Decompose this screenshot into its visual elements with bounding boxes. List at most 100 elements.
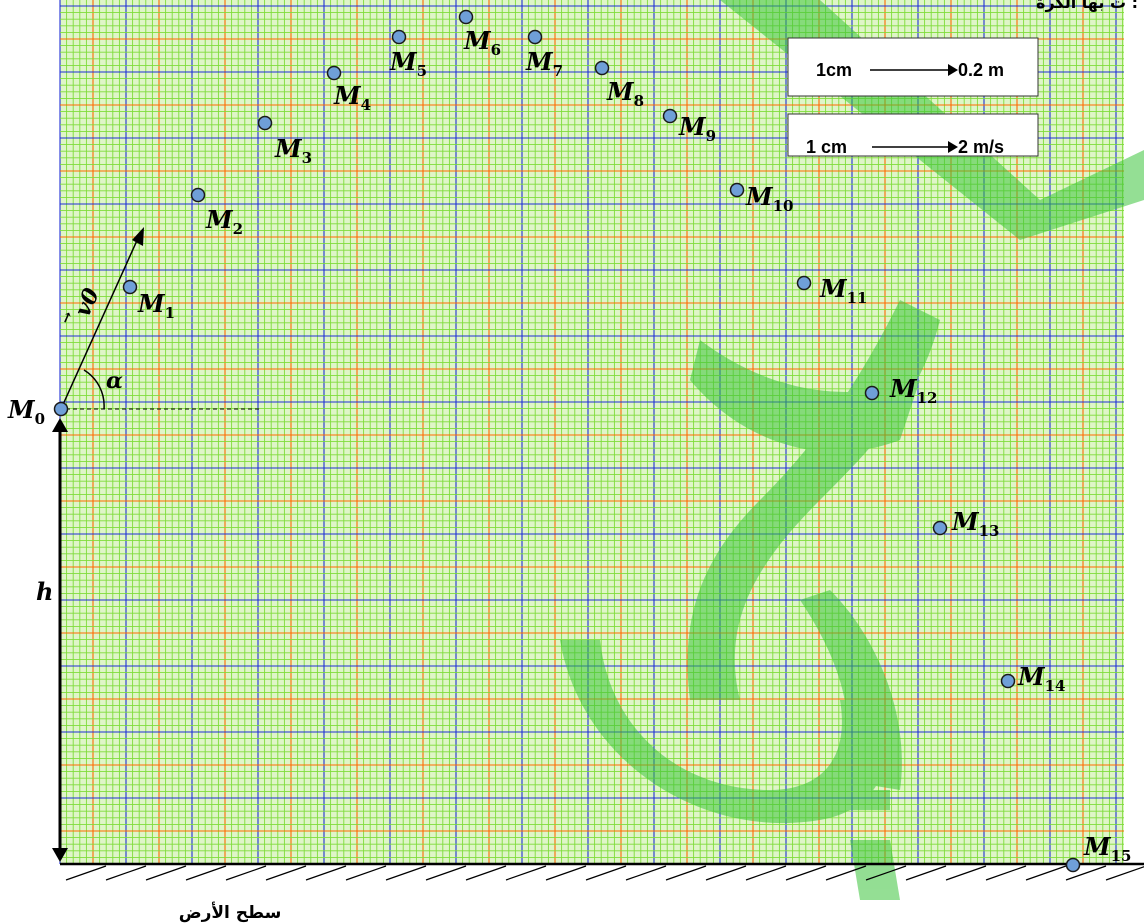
point-label-subscript: 8 — [634, 92, 644, 110]
trajectory-point-m1: M1 — [122, 279, 175, 322]
point-label-letter: M — [205, 205, 234, 234]
ground-hatch — [505, 865, 547, 881]
point-marker — [1065, 857, 1081, 873]
trajectory-point-m10: M10 — [729, 182, 794, 215]
ground-hatch — [945, 865, 987, 881]
point-label-letter: M — [463, 26, 492, 55]
ground-hatch — [585, 865, 627, 881]
point-label-letter: M — [7, 395, 36, 424]
ground-hatch — [1025, 865, 1067, 881]
point-marker — [53, 401, 69, 417]
point-label: M1 — [137, 289, 175, 322]
ground-hatch — [785, 865, 827, 881]
point-label: M8 — [606, 77, 644, 110]
height-arrow — [52, 418, 68, 862]
point-label: M4 — [333, 81, 371, 114]
point-label-letter: M — [745, 182, 774, 211]
point-label: M14 — [1017, 662, 1065, 695]
point-label-subscript: 1 — [165, 304, 175, 322]
point-label: M2 — [205, 205, 243, 238]
distance-scale-box: 1cm 0.2 m — [787, 37, 1039, 97]
trajectory-point-m13: M13 — [932, 507, 999, 540]
point-label-subscript: 3 — [302, 149, 312, 167]
trajectory-point-m9: M9 — [662, 108, 716, 145]
ground-hatch — [745, 865, 787, 881]
point-marker — [326, 65, 342, 81]
point-label-letter: M — [819, 274, 848, 303]
ground-hatch — [265, 865, 307, 881]
ground-hatch — [545, 865, 587, 881]
point-label: M12 — [889, 374, 937, 407]
ground-line — [60, 862, 1144, 881]
ground-hatch — [705, 865, 747, 881]
point-marker — [662, 108, 678, 124]
point-label-letter: M — [333, 81, 362, 110]
ground-hatch — [905, 865, 947, 881]
ground-hatch — [625, 865, 667, 881]
ground-hatch — [465, 865, 507, 881]
trajectory-point-m4: M4 — [326, 65, 371, 114]
point-label: M6 — [463, 26, 501, 59]
ground-hatch — [305, 865, 347, 881]
point-label: M15 — [1083, 832, 1131, 865]
header-text-fragment: ت بها الكرة : — [1036, 0, 1138, 12]
point-marker — [257, 115, 273, 131]
point-label-letter: M — [137, 289, 166, 318]
trajectory-point-m5: M5 — [389, 29, 427, 80]
point-label: M11 — [819, 274, 867, 307]
point-label-letter: M — [389, 47, 418, 76]
speed-scale-to: 2 m/s — [958, 137, 1004, 157]
height-label: h — [36, 577, 53, 606]
speed-scale-box: 1 cm 2 m/s — [787, 113, 1039, 157]
point-label-letter: M — [274, 134, 303, 163]
trajectory-point-m8: M8 — [594, 60, 644, 110]
point-marker — [1000, 673, 1016, 689]
point-label-subscript: 6 — [491, 41, 501, 59]
point-label-subscript: 15 — [1111, 847, 1132, 865]
point-label-letter: M — [889, 374, 918, 403]
point-marker — [122, 279, 138, 295]
point-label-subscript: 4 — [361, 96, 371, 114]
point-label: M5 — [389, 47, 427, 80]
trajectory-point-m15: M15 — [1065, 832, 1131, 873]
trajectory-point-m3: M3 — [257, 115, 312, 167]
point-marker — [527, 29, 543, 45]
trajectory-point-m12: M12 — [864, 374, 937, 407]
trajectory-point-m11: M11 — [796, 274, 867, 307]
ground-label: سطح الأرض — [179, 902, 282, 923]
angle-arc — [83, 369, 105, 410]
point-marker — [932, 520, 948, 536]
point-label-subscript: 5 — [417, 62, 427, 80]
trajectory-point-m7: M7 — [525, 29, 563, 80]
point-label-letter: M — [951, 507, 980, 536]
point-label-subscript: 14 — [1045, 677, 1066, 695]
point-label-subscript: 10 — [773, 197, 794, 215]
point-marker — [796, 275, 812, 291]
point-label: M9 — [678, 112, 716, 145]
speed-scale-from: 1 cm — [806, 137, 847, 157]
point-label-subscript: 13 — [979, 522, 1000, 540]
point-label: M13 — [951, 507, 999, 540]
point-label: M7 — [525, 47, 563, 80]
point-label-letter: M — [525, 47, 554, 76]
ground-hatch — [665, 865, 707, 881]
point-label-subscript: 2 — [233, 220, 243, 238]
angle-label: α — [106, 368, 123, 394]
ground-hatch — [105, 865, 147, 881]
point-label-subscript: 11 — [847, 289, 868, 307]
ground-hatch — [185, 865, 227, 881]
trajectory-point-m14: M14 — [1000, 662, 1065, 695]
ground-hatch — [865, 865, 907, 881]
ground-hatch — [385, 865, 427, 881]
point-marker — [391, 29, 407, 45]
trajectory-point-m6: M6 — [458, 9, 501, 59]
point-label-letter: M — [1017, 662, 1046, 691]
point-label: M3 — [274, 134, 312, 167]
ground-hatch — [425, 865, 467, 881]
point-label-subscript: 7 — [553, 62, 563, 80]
distance-scale-to: 0.2 m — [958, 60, 1004, 80]
point-label-subscript: 12 — [917, 389, 938, 407]
point-marker — [864, 385, 880, 401]
trajectory-point-m2: M2 — [190, 187, 243, 238]
